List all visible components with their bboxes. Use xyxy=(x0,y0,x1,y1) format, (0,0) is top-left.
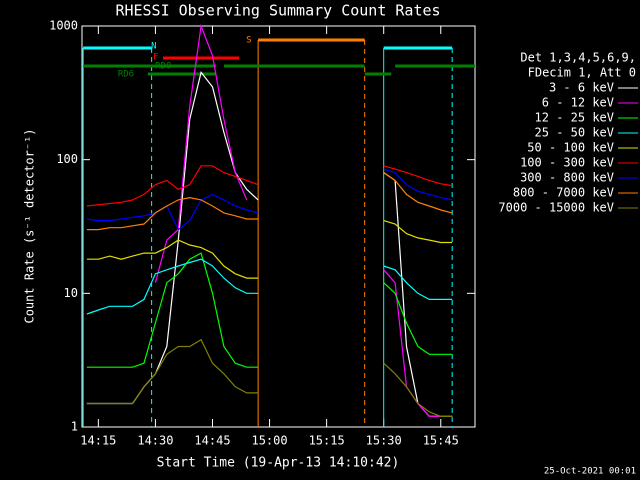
series-line xyxy=(86,252,453,368)
legend-title: Det 1,3,4,5,6,9, xyxy=(520,51,636,65)
footer: 25-Oct-2021 00:01 xyxy=(544,467,636,477)
flag-label: RD6 xyxy=(118,70,134,80)
series-line xyxy=(86,165,453,207)
series-line xyxy=(86,220,453,279)
x-tick-label: 15:00 xyxy=(251,434,287,448)
legend-label: 3 - 6 keV xyxy=(549,81,614,95)
legend-label: 7000 - 15000 keV xyxy=(498,201,614,215)
x-tick-label: 15:45 xyxy=(423,434,459,448)
series-line xyxy=(86,172,453,231)
legend-label: 300 - 800 keV xyxy=(520,171,614,185)
x-tick-label: 15:15 xyxy=(309,434,345,448)
flag-label: RD0 xyxy=(155,62,171,72)
flag-label: S xyxy=(246,36,251,46)
legend-label: 6 - 12 keV xyxy=(542,96,614,110)
legend-title: FDecim 1, Att 0 xyxy=(528,66,636,80)
x-tick-label: 14:30 xyxy=(137,434,173,448)
legend-label: 100 - 300 keV xyxy=(520,156,614,170)
x-axis-label: Start Time (19-Apr-13 14:10:42) xyxy=(157,456,400,471)
series-line xyxy=(86,338,453,417)
y-tick-label: 1000 xyxy=(49,19,78,33)
legend-label: 25 - 50 keV xyxy=(535,126,614,140)
series-line xyxy=(86,71,453,417)
y-tick-label: 1 xyxy=(71,420,78,434)
y-tick-label: 10 xyxy=(64,286,78,300)
flag-label: F xyxy=(153,53,158,63)
x-tick-label: 14:15 xyxy=(80,434,116,448)
plot-frame xyxy=(81,25,476,428)
legend-label: 12 - 25 keV xyxy=(535,111,614,125)
x-tick-label: 14:45 xyxy=(194,434,230,448)
flag-label: N xyxy=(151,42,156,52)
y-axis-label: Count Rate (s⁻¹ detector⁻¹) xyxy=(23,128,37,323)
chart-title: RHESSI Observing Summary Count Rates xyxy=(115,2,440,20)
legend-label: 800 - 7000 keV xyxy=(513,186,614,200)
series-line xyxy=(86,258,453,315)
y-tick-label: 100 xyxy=(56,152,78,166)
x-tick-label: 15:30 xyxy=(366,434,402,448)
series-line xyxy=(86,168,453,231)
legend-label: 50 - 100 keV xyxy=(527,141,614,155)
series-line xyxy=(154,23,453,417)
